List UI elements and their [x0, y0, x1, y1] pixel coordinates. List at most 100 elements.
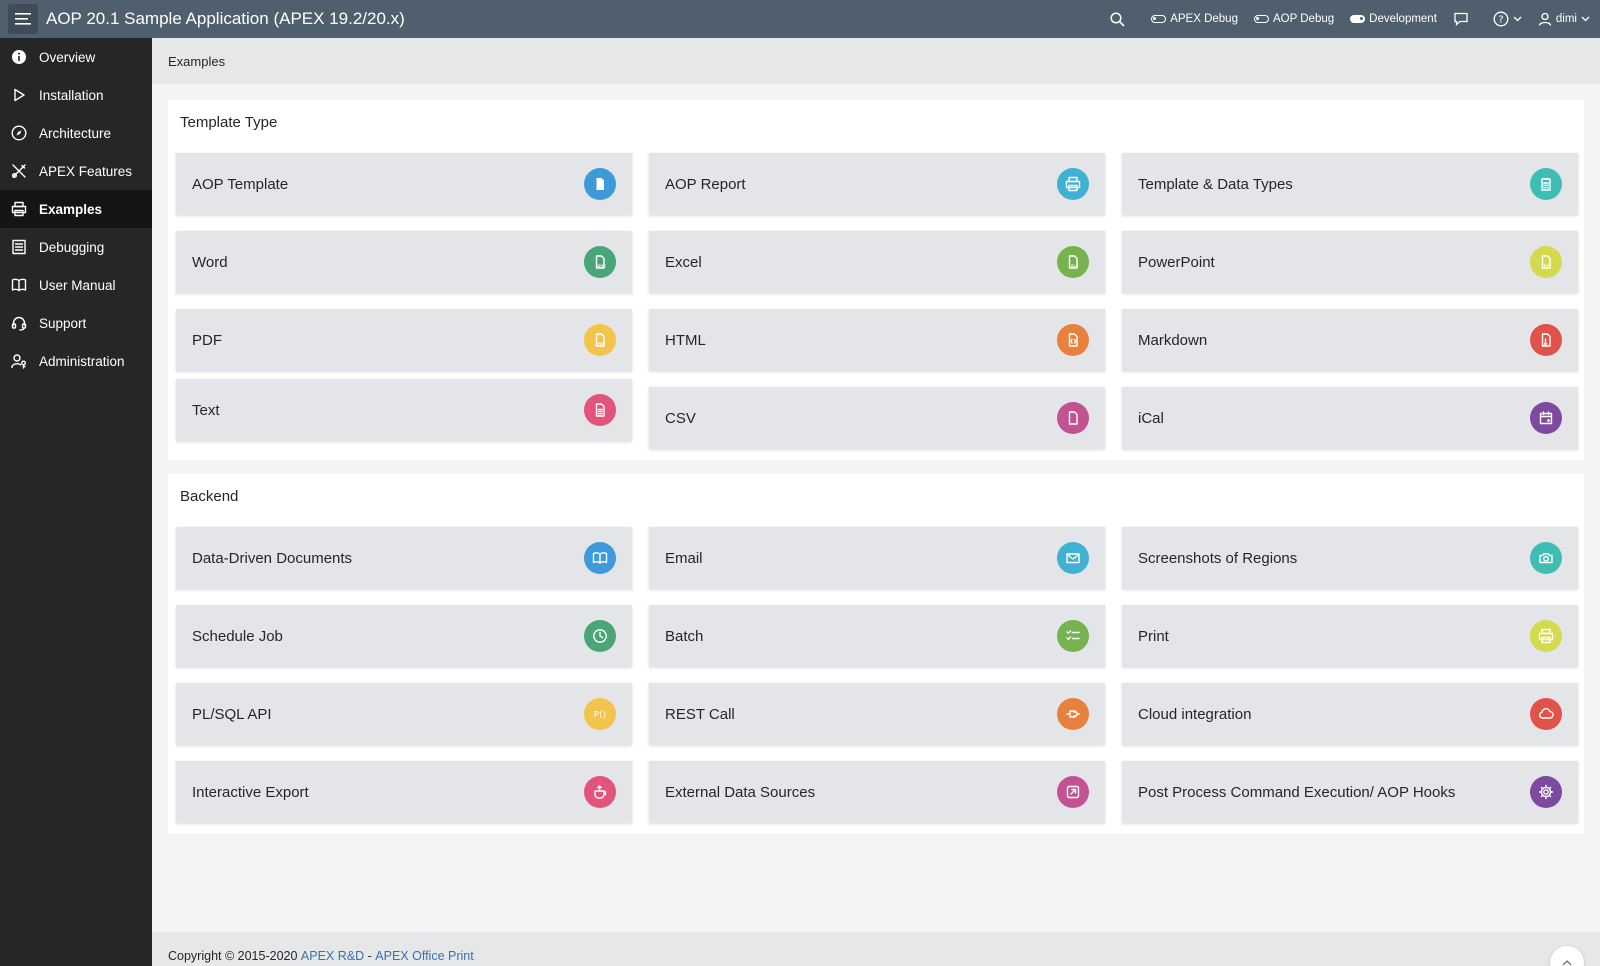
- card-label: PDF: [192, 331, 222, 349]
- card-text[interactable]: Text: [176, 379, 632, 441]
- card-label: Markdown: [1138, 331, 1208, 349]
- doc-file-icon: DOC: [584, 246, 616, 278]
- card-template-data-types[interactable]: Template & Data Types: [1122, 153, 1578, 215]
- xls-file-icon: XLS: [1057, 246, 1089, 278]
- camera-icon: [1530, 542, 1562, 574]
- sidebar-item-label: Debugging: [39, 239, 105, 255]
- sidebar-item-apex-features[interactable]: APEX Features: [0, 152, 152, 190]
- xls-file-icon: XLS: [1068, 255, 1079, 269]
- printer-icon: [1530, 620, 1562, 652]
- external-link-icon: [1066, 785, 1080, 799]
- card-schedule-job[interactable]: Schedule Job: [176, 605, 632, 667]
- region-title: Template Type: [180, 114, 278, 131]
- card-markdown[interactable]: Markdown: [1122, 309, 1578, 371]
- card-email[interactable]: Email: [649, 527, 1105, 589]
- sidebar-item-debugging[interactable]: Debugging: [0, 228, 152, 266]
- text-file-icon: [584, 394, 616, 426]
- play-icon: [11, 87, 27, 103]
- sidebar-item-overview[interactable]: Overview: [0, 38, 152, 76]
- svg-text:P(): P(): [594, 710, 606, 720]
- apex-rnd-link[interactable]: APEX R&D: [300, 949, 365, 963]
- toggle-on-icon: [1350, 15, 1366, 23]
- card-rest-call[interactable]: REST Call: [649, 683, 1105, 745]
- file-icon: [596, 178, 604, 190]
- html-file-icon: [1068, 333, 1078, 347]
- gear-icon: [1530, 776, 1562, 808]
- text-file-icon: [595, 403, 605, 417]
- camera-icon: [1539, 553, 1553, 564]
- side-navigation: Overview Installation Architecture APEX …: [0, 38, 152, 966]
- card-label: Text: [192, 401, 220, 419]
- user-menu-button[interactable]: dimi: [1538, 12, 1590, 26]
- csv-file-icon: [1068, 411, 1078, 425]
- card-external-data-sources[interactable]: External Data Sources: [649, 761, 1105, 823]
- aop-debug-label: AOP Debug: [1272, 13, 1335, 25]
- sidebar-item-administration[interactable]: Administration: [0, 342, 152, 380]
- card-data-driven-documents[interactable]: Data-Driven Documents: [176, 527, 632, 589]
- card-aop-template[interactable]: AOP Template: [176, 153, 632, 215]
- card-label: PowerPoint: [1138, 253, 1215, 271]
- card-label: Screenshots of Regions: [1138, 549, 1298, 567]
- card-html[interactable]: HTML: [649, 309, 1105, 371]
- card-ical[interactable]: iCal: [1122, 387, 1578, 449]
- search-button[interactable]: [1110, 11, 1125, 27]
- development-toggle[interactable]: Development: [1350, 13, 1437, 25]
- printer-icon: [11, 201, 27, 217]
- card-screenshots-of-regions[interactable]: Screenshots of Regions: [1122, 527, 1578, 589]
- printer-icon: [11, 201, 27, 217]
- feedback-button[interactable]: [1453, 12, 1469, 26]
- sidebar-item-architecture[interactable]: Architecture: [0, 114, 152, 152]
- aop-debug-toggle[interactable]: AOP Debug: [1253, 13, 1335, 25]
- username-label: dimi: [1555, 13, 1577, 25]
- copyright-text: Copyright © 2015-2020: [168, 949, 298, 963]
- pdf-file-icon: PDF: [584, 324, 616, 356]
- sidebar-item-installation[interactable]: Installation: [0, 76, 152, 114]
- apex-office-print-link[interactable]: APEX Office Print: [375, 949, 474, 963]
- card-post-process-command-execution-aop-hooks[interactable]: Post Process Command Execution/ AOP Hook…: [1122, 761, 1578, 823]
- card-cloud-integration[interactable]: Cloud integration: [1122, 683, 1578, 745]
- compass-icon: [11, 125, 27, 141]
- clipboard-icon: [1541, 178, 1551, 191]
- card-label: AOP Template: [192, 175, 289, 193]
- calendar-icon: [1530, 402, 1562, 434]
- compass-icon: [11, 125, 27, 141]
- sidebar-item-user-manual[interactable]: User Manual: [0, 266, 152, 304]
- export-cup-icon: [584, 776, 616, 808]
- plug-icon: [1057, 698, 1089, 730]
- toggle-off-icon: [1253, 15, 1269, 23]
- card-label: External Data Sources: [665, 783, 816, 801]
- clipboard-icon: [1530, 168, 1562, 200]
- info-icon: [11, 49, 27, 65]
- card-excel[interactable]: Excel XLS: [649, 231, 1105, 293]
- card-word[interactable]: Word DOC: [176, 231, 632, 293]
- sidebar-item-support[interactable]: Support: [0, 304, 152, 342]
- card-print[interactable]: Print: [1122, 605, 1578, 667]
- card-label: Data-Driven Documents: [192, 549, 353, 567]
- card-label: iCal: [1138, 409, 1164, 427]
- sidebar-item-examples[interactable]: Examples: [0, 190, 152, 228]
- app-title[interactable]: AOP 20.1 Sample Application (APEX 19.2/2…: [46, 9, 405, 28]
- card-label: AOP Report: [665, 175, 746, 193]
- card-label: Post Process Command Execution/ AOP Hook…: [1138, 783, 1456, 801]
- apex-debug-toggle[interactable]: APEX Debug: [1151, 13, 1238, 25]
- card-pl-sql-api[interactable]: PL/SQL API P(): [176, 683, 632, 745]
- menu-toggle-button[interactable]: [8, 4, 38, 34]
- chat-bubble-icon: [1454, 12, 1468, 26]
- card-interactive-export[interactable]: Interactive Export: [176, 761, 632, 823]
- sidebar-item-label: APEX Features: [39, 163, 133, 179]
- book-icon: [11, 277, 27, 293]
- card-csv[interactable]: CSV: [649, 387, 1105, 449]
- card-powerpoint[interactable]: PowerPoint PPT: [1122, 231, 1578, 293]
- card-batch[interactable]: Batch: [649, 605, 1105, 667]
- headset-icon: [11, 315, 27, 331]
- book-open-icon: [584, 542, 616, 574]
- html-file-icon: [1057, 324, 1089, 356]
- card-pdf[interactable]: PDF PDF: [176, 309, 632, 371]
- help-menu-button[interactable]: ?: [1493, 11, 1522, 27]
- scroll-to-top-button[interactable]: [1550, 946, 1584, 966]
- book-open-icon: [592, 552, 608, 564]
- card-aop-report[interactable]: AOP Report: [649, 153, 1105, 215]
- sidebar-item-label: Architecture: [39, 125, 112, 141]
- external-link-icon: [1057, 776, 1089, 808]
- export-cup-icon: [594, 785, 607, 799]
